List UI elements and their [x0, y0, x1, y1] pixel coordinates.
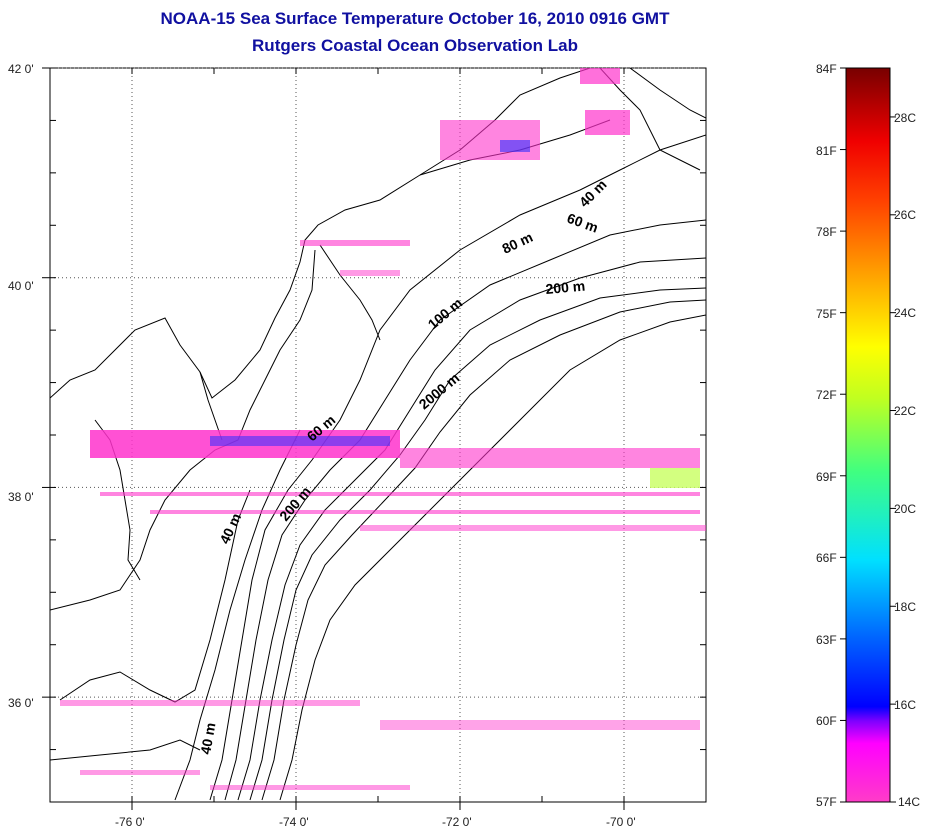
colorbar-f-label: 66F — [816, 551, 837, 565]
map-title: NOAA-15 Sea Surface Temperature October … — [160, 9, 670, 28]
colorbar-f-label: 63F — [816, 633, 837, 647]
colorbar-f-labels: 84F 81F 78F 75F 72F 69F 66F 63F 60F 57F — [816, 62, 837, 809]
contour-40m — [209, 134, 706, 801]
colorbar-c-label: 22C — [894, 404, 916, 418]
colorbar-c-labels: 28C 26C 24C 22C 20C 18C 16C 14C — [894, 111, 920, 809]
contour-200m — [261, 299, 706, 801]
lat-axis: 42 0' 40 0' 38 0' 36 0' — [8, 62, 34, 710]
colorbar-c-label: 24C — [894, 306, 916, 320]
contour-2000m — [279, 314, 706, 801]
sst-swaths — [60, 68, 706, 790]
lon-label: -76 0' — [115, 815, 145, 829]
colorbar-c-label: 20C — [894, 502, 916, 516]
lat-label: 40 0' — [8, 279, 34, 293]
colorbar-f-label: 69F — [816, 470, 837, 484]
lat-label: 38 0' — [8, 490, 34, 504]
lon-label: -70 0' — [606, 815, 636, 829]
map-subtitle: Rutgers Coastal Ocean Observation Lab — [252, 36, 578, 55]
contour-label: 200 m — [545, 278, 586, 297]
colorbar-c-label: 14C — [898, 795, 920, 809]
graticule — [42, 67, 707, 810]
colorbar-f-label: 75F — [816, 307, 837, 321]
colorbar-c-label: 18C — [894, 600, 916, 614]
colorbar-c-label: 16C — [894, 698, 916, 712]
contour-100m — [249, 287, 706, 801]
lat-label: 36 0' — [8, 696, 34, 710]
colorbar-f-label: 84F — [816, 62, 837, 76]
lon-label: -72 0' — [442, 815, 472, 829]
lon-axis: -76 0' -74 0' -72 0' -70 0' — [115, 815, 636, 829]
lon-label: -74 0' — [279, 815, 309, 829]
colorbar — [845, 67, 891, 803]
colorbar-c-label: 28C — [894, 111, 916, 125]
lat-label: 42 0' — [8, 62, 34, 76]
colorbar-f-label: 57F — [816, 795, 837, 809]
colorbar-c-label: 26C — [894, 208, 916, 222]
colorbar-f-label: 72F — [816, 388, 837, 402]
colorbar-f-label: 81F — [816, 144, 837, 158]
colorbar-f-label: 78F — [816, 225, 837, 239]
contour-label: 40 m — [197, 721, 218, 755]
colorbar-f-label: 60F — [816, 714, 837, 728]
contour-80m — [237, 257, 706, 801]
